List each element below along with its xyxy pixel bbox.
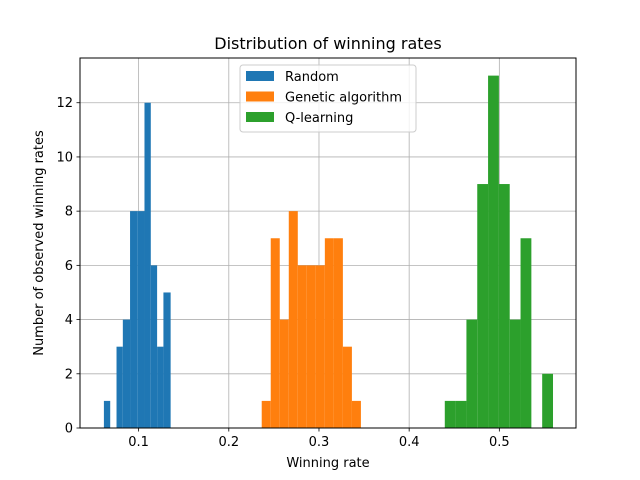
bar-q-learning: [477, 184, 489, 428]
x-tick-label: 0.1: [128, 435, 149, 450]
legend-label-genetic-algorithm: Genetic algorithm: [285, 91, 402, 106]
bar-genetic-algorithm: [261, 400, 271, 428]
y-tick-label: 2: [65, 367, 73, 382]
bar-q-learning: [520, 238, 532, 428]
bar-q-learning: [488, 75, 499, 428]
bar-genetic-algorithm: [342, 346, 352, 428]
bar-genetic-algorithm: [351, 400, 361, 428]
bar-genetic-algorithm: [297, 265, 307, 428]
bar-genetic-algorithm: [279, 319, 289, 428]
bar-genetic-algorithm: [306, 265, 316, 428]
bar-random: [116, 346, 123, 428]
y-tick-label: 10: [56, 150, 73, 165]
legend-swatch-random: [246, 71, 274, 81]
bar-genetic-algorithm: [288, 211, 298, 428]
bar-random: [144, 102, 151, 428]
x-tick-label: 0.4: [399, 435, 420, 450]
x-tick-label: 0.2: [218, 435, 239, 450]
x-axis-label: Winning rate: [286, 456, 369, 471]
y-axis-ticks: 0 2 4 6 8 10 12: [56, 96, 80, 437]
x-tick-label: 0.3: [309, 435, 330, 450]
bar-random: [163, 292, 171, 428]
legend: Random Genetic algorithm Q-learning: [239, 64, 417, 133]
legend-label-random: Random: [285, 70, 339, 85]
bar-random: [122, 319, 131, 428]
bar-genetic-algorithm: [333, 238, 343, 428]
bar-q-learning: [498, 184, 510, 428]
y-tick-label: 6: [65, 259, 73, 274]
bar-random: [103, 400, 111, 428]
y-tick-label: 4: [65, 313, 73, 328]
y-axis-label: Number of observed winning rates: [32, 130, 47, 356]
chart-title: Distribution of winning rates: [214, 34, 441, 53]
bar-random: [137, 211, 145, 428]
bar-q-learning: [466, 319, 478, 428]
y-tick-label: 12: [56, 96, 73, 111]
bar-random: [130, 211, 138, 428]
legend-swatch-q-learning: [246, 112, 274, 122]
bar-q-learning: [444, 400, 456, 428]
legend-label-q-learning: Q-learning: [285, 111, 353, 126]
bar-genetic-algorithm: [315, 265, 325, 428]
y-tick-label: 8: [65, 205, 73, 220]
bar-q-learning: [509, 319, 521, 428]
y-tick-label: 0: [65, 422, 73, 437]
legend-swatch-genetic-algorithm: [246, 91, 274, 102]
bars: [103, 75, 554, 428]
bar-random: [150, 265, 158, 428]
x-tick-label: 0.5: [489, 435, 510, 450]
legend-frame: [239, 64, 417, 133]
axes-frame: [79, 57, 577, 429]
bar-genetic-algorithm: [324, 238, 334, 428]
bar-random: [157, 346, 164, 428]
bar-q-learning: [455, 400, 467, 428]
bar-q-learning: [542, 373, 554, 428]
bar-genetic-algorithm: [270, 238, 280, 428]
x-axis-ticks: 0.1 0.2 0.3 0.4 0.5: [128, 428, 510, 450]
